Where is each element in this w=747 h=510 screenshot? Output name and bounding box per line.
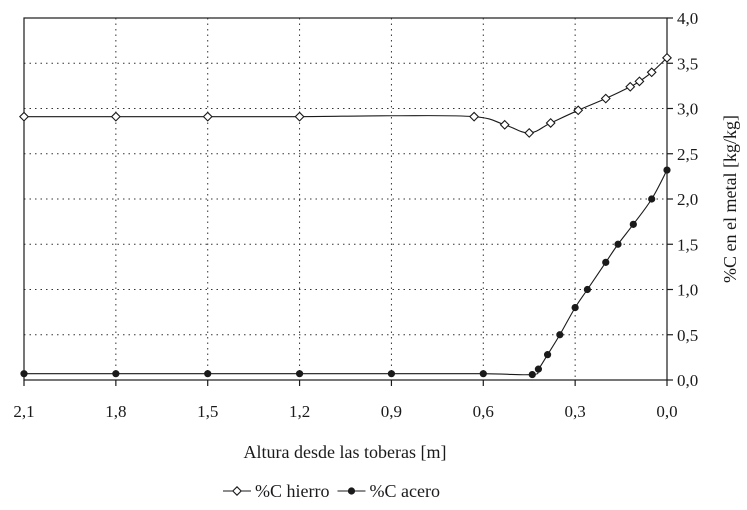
data-point — [634, 76, 645, 87]
grid-lines — [24, 18, 667, 380]
data-point — [614, 240, 622, 248]
data-point — [19, 111, 29, 122]
x-tick-label: 0,6 — [473, 402, 494, 421]
data-point — [534, 365, 543, 373]
series-line — [24, 169, 668, 376]
series-layer — [19, 52, 672, 379]
series-line — [24, 57, 668, 134]
series-acero — [20, 166, 671, 379]
legend-marker — [232, 486, 242, 496]
y-tick-label: 2,0 — [677, 190, 698, 209]
data-point — [646, 67, 657, 78]
x-axis-title: Altura desde las toberas [m] — [244, 442, 447, 462]
data-point — [112, 370, 120, 378]
plot-frame — [23, 17, 668, 381]
series-hierro — [19, 52, 672, 138]
legend-label: %C hierro — [255, 481, 329, 501]
y-axis-title: %C en el metal [kg/kg] — [720, 115, 740, 283]
data-point — [600, 93, 611, 104]
x-tick-label: 1,2 — [289, 402, 310, 421]
data-point — [204, 370, 212, 378]
data-point — [543, 351, 552, 359]
legend-item-acero: %C acero — [337, 481, 440, 501]
y-tick-label: 2,5 — [677, 145, 698, 164]
x-tick-labels: 2,1 1,8 1,5 1,2 0,9 0,6 0,3 0,0 — [13, 402, 677, 421]
data-point — [571, 304, 579, 312]
data-point — [295, 370, 304, 378]
data-point — [387, 370, 396, 378]
data-point — [294, 111, 305, 122]
data-point — [583, 285, 591, 294]
data-point — [545, 118, 556, 128]
legend-label: %C acero — [369, 481, 439, 501]
y-tick-label: 0,5 — [677, 326, 698, 345]
data-point — [625, 81, 636, 92]
data-point — [499, 119, 510, 130]
data-point — [556, 331, 564, 339]
data-point — [602, 258, 610, 266]
x-tick-label: 0,9 — [381, 402, 402, 421]
legend-marker — [347, 487, 356, 495]
axis-ticks — [23, 17, 673, 386]
data-point — [110, 111, 121, 122]
y-tick-label: 1,5 — [677, 235, 698, 254]
data-point — [524, 127, 535, 138]
x-tick-label: 0,0 — [656, 402, 677, 421]
y-tick-labels: 0,0 0,5 1,0 1,5 2,0 2,5 3,0 3,5 4,0 — [677, 9, 698, 390]
data-point — [648, 195, 656, 203]
y-tick-label: 3,0 — [677, 100, 698, 119]
x-tick-label: 0,3 — [565, 402, 586, 421]
legend: %C hierro %C acero — [223, 481, 440, 501]
x-tick-label: 1,8 — [105, 402, 126, 421]
data-point — [20, 370, 28, 378]
data-point — [202, 111, 213, 122]
data-point — [469, 111, 480, 122]
x-tick-label: 1,5 — [197, 402, 218, 421]
y-tick-label: 1,0 — [677, 281, 698, 300]
y-tick-label: 4,0 — [677, 9, 698, 28]
data-point — [629, 220, 637, 228]
x-tick-label: 2,1 — [13, 402, 34, 421]
data-point — [573, 105, 584, 116]
y-tick-label: 0,0 — [677, 371, 698, 390]
data-point — [662, 52, 672, 63]
legend-item-hierro: %C hierro — [223, 481, 329, 501]
y-tick-label: 3,5 — [677, 54, 698, 73]
data-point — [663, 166, 671, 174]
data-point — [528, 370, 536, 379]
data-point — [479, 370, 487, 378]
